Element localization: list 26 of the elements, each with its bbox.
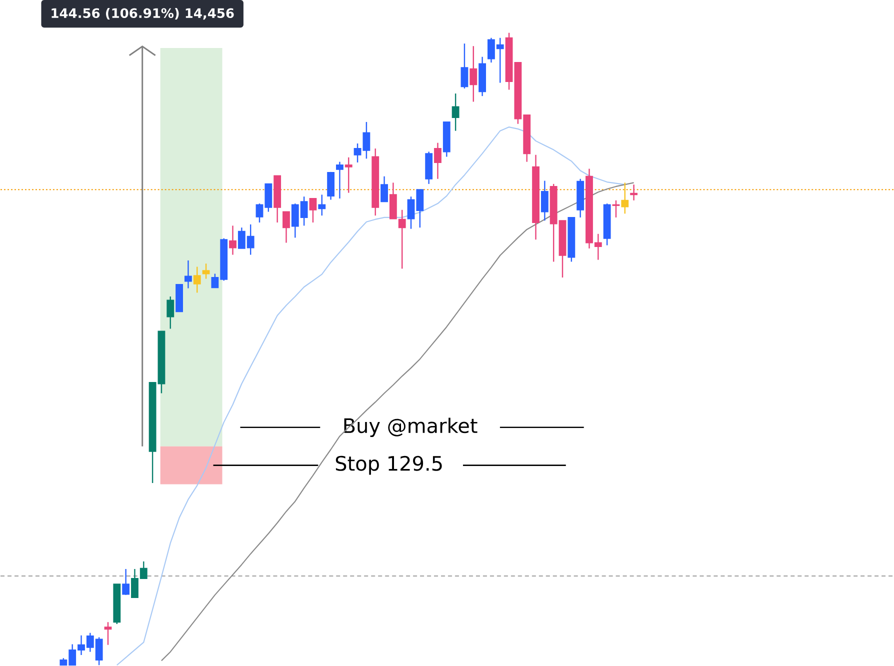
candlestick [193, 266, 201, 294]
candlestick [630, 184, 638, 202]
candlestick [327, 171, 335, 200]
candlestick [470, 46, 478, 102]
text: 144.56 (106.91%) 14,456 [52, 8, 234, 20]
candlestick [344, 156, 352, 194]
candlestick [398, 209, 406, 270]
candlestick [122, 568, 130, 596]
candlestick [229, 225, 236, 256]
candlestick [621, 182, 629, 214]
candlestick [434, 142, 442, 180]
candlestick [540, 180, 548, 222]
candlestick [460, 43, 468, 90]
candlestick [184, 260, 192, 290]
candlestick [166, 296, 174, 330]
candlestick [612, 200, 620, 218]
candlestick [380, 176, 388, 202]
candlestick [104, 622, 112, 646]
candlestick [318, 194, 326, 216]
candlestick [452, 93, 460, 132]
candlestick [336, 161, 344, 200]
ref-line-label: Stop 129.5 [336, 456, 442, 475]
candlestick [202, 263, 210, 280]
ref-line-label: Buy @market [344, 418, 478, 438]
candlestick [309, 198, 317, 224]
candlestick [282, 211, 290, 244]
